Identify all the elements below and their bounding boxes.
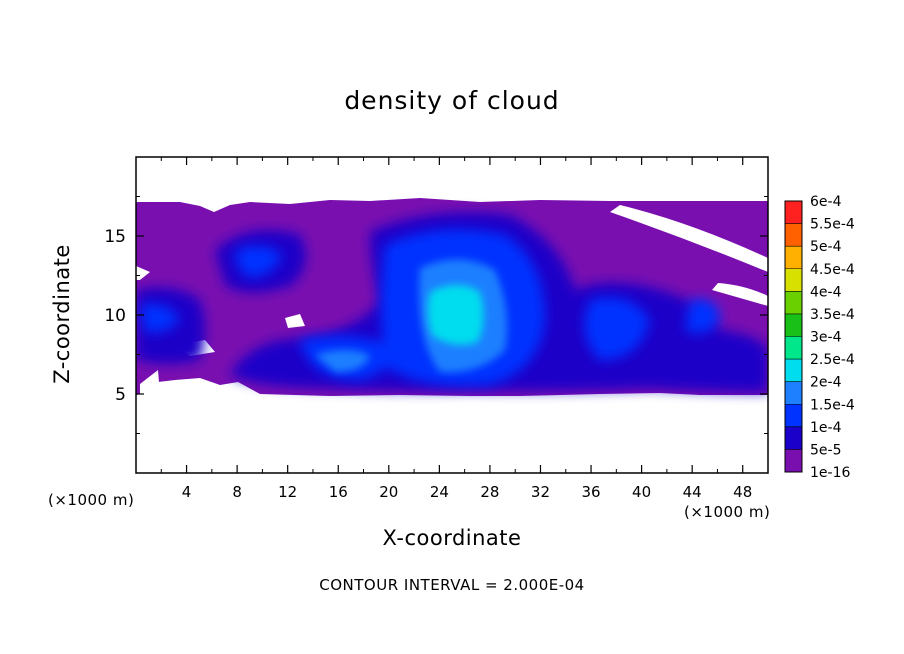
x-axis: 4 8 12 16 20 24 28 32 36 40 44 48 <box>160 157 752 501</box>
colorbar-swatch <box>785 359 802 382</box>
colorbar-swatch <box>785 223 802 247</box>
x-tick-label: 12 <box>278 483 297 501</box>
colorbar-swatch <box>785 246 802 269</box>
gap-2 <box>712 283 768 306</box>
x-tick-label: 40 <box>632 483 651 501</box>
gap-1 <box>610 205 768 272</box>
x-tick-label: 24 <box>430 483 449 501</box>
colorbar-label: 1.5e-4 <box>810 397 855 413</box>
y-tick-label: 10 <box>104 306 126 326</box>
colorbar-label: 2e-4 <box>810 375 842 391</box>
colorbar-label: 6e-4 <box>810 194 842 210</box>
gap-6 <box>140 370 160 395</box>
x-tick-label: 44 <box>683 483 702 501</box>
colorbar: 1e-16 5e-5 1e-4 1.5e-4 2e-4 2.5e-4 3e-4 3.5e-4 4… <box>784 194 855 481</box>
x-tick-label: 36 <box>581 483 600 501</box>
colorbar-label: 5.5e-4 <box>810 217 855 233</box>
colorbar-swatch <box>785 449 802 472</box>
x-tick-label: 4 <box>182 483 192 501</box>
colorbar-label: 3e-4 <box>810 330 842 346</box>
y-axis-label: Z-coordinate <box>50 244 74 384</box>
y-tick-label: 15 <box>104 227 126 247</box>
colorbar-swatch <box>785 268 802 292</box>
colorbar-swatch <box>785 313 802 337</box>
colorbar-label: 1e-4 <box>810 420 842 436</box>
colorbar-label: 4e-4 <box>810 284 842 300</box>
colorbar-label: 3.5e-4 <box>810 307 855 323</box>
x-tick-label: 8 <box>232 483 242 501</box>
x-axis-label: X-coordinate <box>0 526 904 550</box>
colorbar-swatch <box>785 426 802 450</box>
contour-interval-note: CONTOUR INTERVAL = 2.000E-04 <box>319 576 585 594</box>
colorbar-swatch <box>785 336 802 360</box>
colorbar-label: 1e-16 <box>810 465 850 481</box>
gap-3 <box>136 266 150 280</box>
chart-title: density of cloud <box>344 86 560 115</box>
x-axis-unit-left: (×1000 m) <box>48 491 135 509</box>
colorbar-label: 5e-4 <box>810 239 842 255</box>
gap-5 <box>285 314 305 328</box>
contour-field <box>136 198 768 396</box>
x-tick-label: 20 <box>379 483 398 501</box>
colorbar-label: 5e-5 <box>810 442 841 458</box>
colorbar-swatch <box>785 291 802 314</box>
y-axis: 5 10 15 <box>104 196 768 434</box>
contour-level-2e-4 <box>427 285 484 345</box>
x-tick-label: 48 <box>733 483 752 501</box>
y-tick-label: 5 <box>115 385 126 405</box>
x-tick-label: 28 <box>480 483 499 501</box>
colorbar-label: 2.5e-4 <box>810 352 855 368</box>
x-axis-unit-right: (×1000 m) <box>684 503 771 521</box>
x-tick-label: 16 <box>329 483 348 501</box>
colorbar-swatch <box>785 201 802 224</box>
colorbar-swatch <box>785 404 802 427</box>
colorbar-swatch <box>785 381 802 405</box>
colorbar-label: 4.5e-4 <box>810 262 855 278</box>
x-axis-label-text: X-coordinate <box>382 526 522 550</box>
x-tick-label: 32 <box>531 483 550 501</box>
